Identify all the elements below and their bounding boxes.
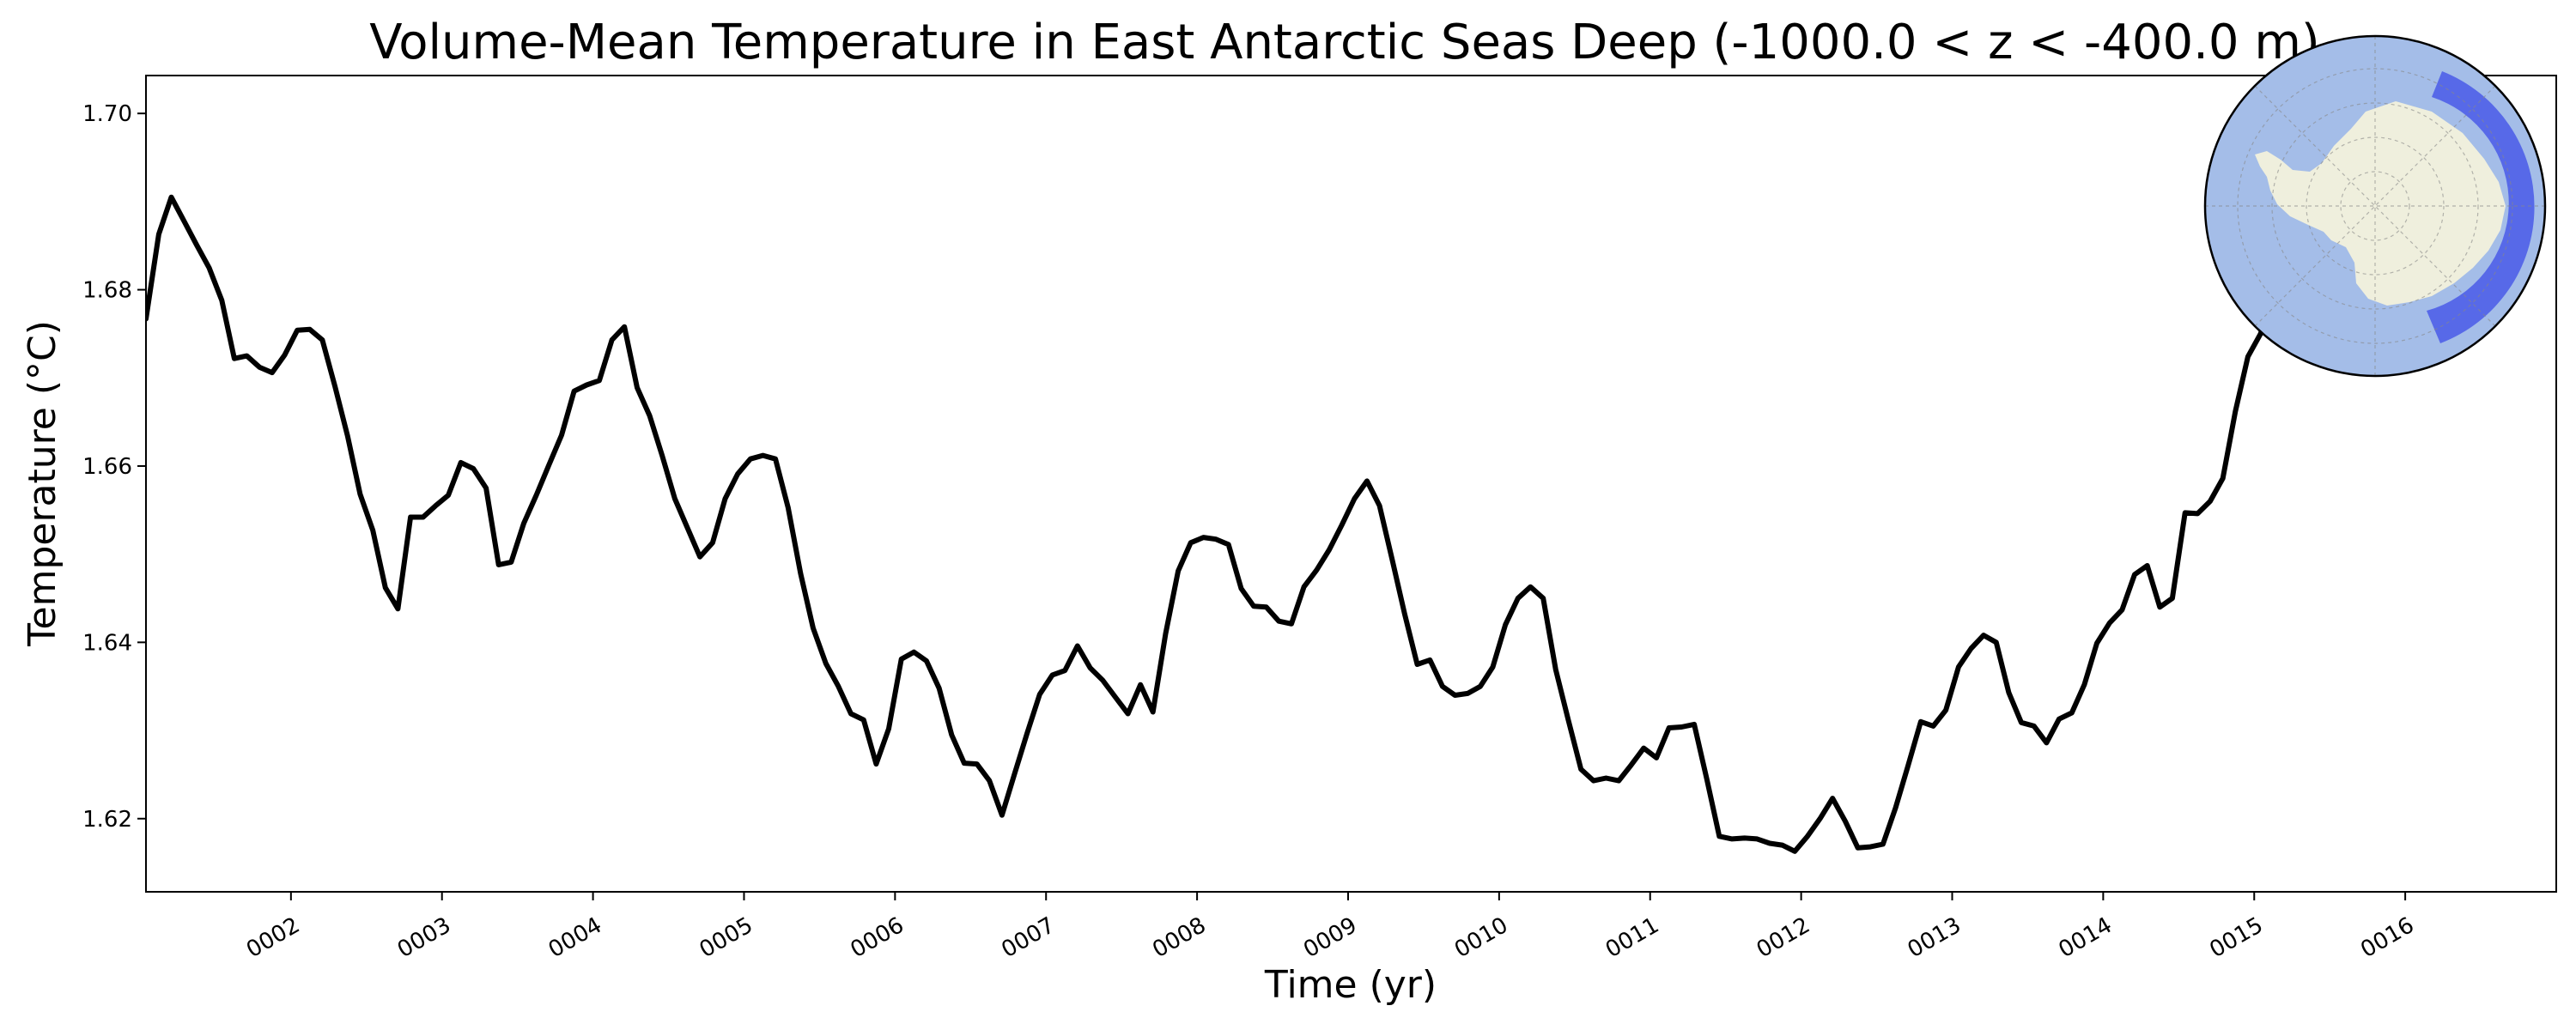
- x-tick-label: 0015: [2205, 912, 2267, 963]
- x-tick-label: 0004: [544, 912, 606, 963]
- x-tick-label: 0010: [1450, 912, 1512, 963]
- ticks-layer: 1.62 1.64 1.66 1.68 1.70 0002 0003 0004 0005 0006…: [82, 101, 2419, 963]
- x-tick-label: 0014: [2055, 912, 2117, 963]
- series-line: [146, 108, 2490, 854]
- east-antarctic-seas-region: [2427, 71, 2535, 343]
- x-tick-label: 0003: [393, 912, 455, 963]
- plot-clip-group: [146, 108, 2490, 854]
- x-axis-label: Time (yr): [1264, 963, 1437, 1007]
- y-tick-label: 1.68: [82, 278, 132, 304]
- antarctica-land: [2255, 101, 2506, 306]
- plot-frame: [145, 75, 2557, 893]
- y-tick-label: 1.70: [82, 101, 132, 127]
- antarctica-inset-map: [2203, 34, 2547, 378]
- x-tick-label: 0006: [847, 912, 908, 963]
- x-tick-label: 0002: [242, 912, 304, 963]
- map-border: [2203, 34, 2547, 378]
- y-axis-label: Temperature (°C): [21, 320, 64, 647]
- x-tick-label: 0008: [1148, 912, 1210, 963]
- x-tick-label: 0013: [1904, 912, 1965, 963]
- x-tick-label: 0016: [2356, 912, 2418, 963]
- x-tick-label: 0011: [1601, 912, 1663, 963]
- x-tick-label: 0007: [997, 912, 1059, 963]
- chart-title: Volume-Mean Temperature in East Antarcti…: [369, 15, 2319, 70]
- map-gridlines: [2205, 36, 2545, 376]
- x-tick-label: 0012: [1753, 912, 1814, 963]
- y-tick-label: 1.62: [82, 807, 132, 833]
- x-tick-label: 0005: [696, 912, 757, 963]
- x-tick-label: 0009: [1299, 912, 1361, 963]
- y-tick-label: 1.66: [82, 454, 132, 480]
- y-tick-label: 1.64: [82, 630, 132, 656]
